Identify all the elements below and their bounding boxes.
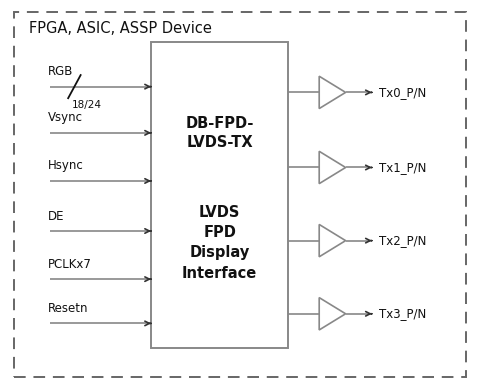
Polygon shape: [319, 151, 346, 184]
Text: Hsync: Hsync: [48, 159, 84, 172]
Text: PCLKx7: PCLKx7: [48, 258, 92, 271]
Text: DB-FPD-
LVDS-TX: DB-FPD- LVDS-TX: [185, 116, 254, 150]
Polygon shape: [319, 298, 346, 330]
Text: Tx1_P/N: Tx1_P/N: [379, 161, 427, 174]
Text: Tx2_P/N: Tx2_P/N: [379, 234, 427, 247]
Text: Resetn: Resetn: [48, 302, 88, 315]
Text: FPGA, ASIC, ASSP Device: FPGA, ASIC, ASSP Device: [29, 21, 212, 36]
Text: 18/24: 18/24: [72, 100, 102, 110]
Text: LVDS
FPD
Display
Interface: LVDS FPD Display Interface: [182, 204, 257, 281]
Text: RGB: RGB: [48, 65, 73, 78]
Text: Tx0_P/N: Tx0_P/N: [379, 86, 426, 99]
Bar: [151, 42, 288, 348]
Text: Vsync: Vsync: [48, 111, 83, 124]
Polygon shape: [319, 224, 346, 257]
Text: Tx3_P/N: Tx3_P/N: [379, 307, 426, 320]
Polygon shape: [319, 76, 346, 109]
Text: DE: DE: [48, 209, 64, 223]
